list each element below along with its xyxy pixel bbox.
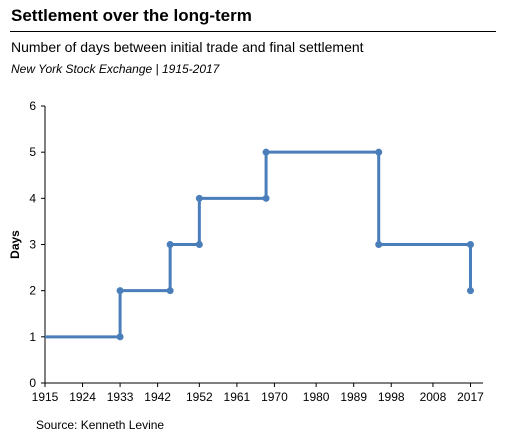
x-tick-label: 1970 — [261, 390, 288, 404]
data-point — [116, 287, 124, 295]
x-tick-label: 1989 — [340, 390, 367, 404]
x-tick-label: 1924 — [69, 390, 96, 404]
x-tick-label: 1961 — [224, 390, 251, 404]
source-note: Source: Kenneth Levine — [36, 418, 165, 432]
data-point — [375, 241, 383, 248]
y-tick-label: 4 — [29, 191, 36, 205]
data-point — [466, 287, 474, 295]
x-tick-label: 1915 — [32, 390, 59, 404]
y-tick-label: 0 — [29, 376, 36, 390]
data-point — [262, 194, 270, 202]
data-point — [375, 148, 383, 156]
data-point — [116, 333, 124, 341]
series-line — [45, 150, 472, 339]
x-tick-label: 1998 — [378, 390, 405, 404]
x-tick-label: 1933 — [107, 390, 134, 404]
title-divider — [10, 31, 496, 32]
data-point — [195, 241, 203, 248]
data-point — [166, 241, 174, 248]
data-point — [466, 241, 474, 248]
y-tick-label: 1 — [29, 330, 36, 344]
chart-subsubtitle: New York Stock Exchange | 1915-2017 — [11, 62, 220, 76]
data-point — [195, 194, 203, 202]
data-point — [166, 287, 174, 295]
y-axis-label: Days — [8, 230, 22, 259]
x-tick-label: 2008 — [420, 390, 447, 404]
x-tick-label: 1942 — [144, 390, 171, 404]
x-tick-label: 2017 — [457, 390, 484, 404]
y-tick-label: 5 — [29, 145, 36, 159]
y-tick-label: 3 — [29, 238, 36, 252]
chart-subtitle: Number of days between initial trade and… — [11, 39, 364, 55]
y-tick-label: 6 — [29, 99, 36, 113]
x-tick-label: 1980 — [303, 390, 330, 404]
data-point — [262, 148, 270, 156]
y-tick-label: 2 — [29, 284, 36, 298]
chart-title: Settlement over the long-term — [11, 6, 252, 25]
x-tick-label: 1952 — [186, 390, 213, 404]
